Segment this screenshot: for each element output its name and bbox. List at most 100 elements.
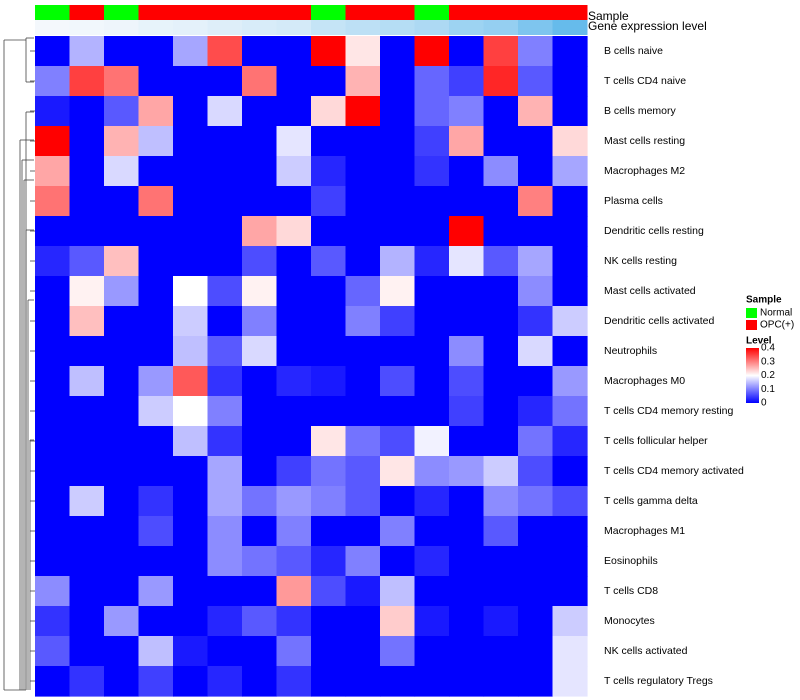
heatmap-cell	[104, 606, 140, 637]
heatmap-cell	[35, 516, 71, 547]
legend-level-tick: 0.4	[761, 343, 775, 354]
heatmap-cell	[380, 636, 416, 667]
sample-annotation-cell	[138, 5, 174, 20]
annotation-label-gene-expression: Gene expression level	[588, 19, 707, 33]
heatmap-cell	[207, 516, 243, 547]
row-label: T cells CD4 naive	[604, 75, 686, 87]
heatmap-cell	[173, 96, 209, 127]
heatmap-cell	[414, 606, 450, 637]
heatmap-cell	[69, 516, 105, 547]
heatmap-cell	[69, 486, 105, 517]
heatmap-cell	[311, 36, 347, 67]
heatmap-cell	[518, 396, 554, 427]
heatmap-cell	[35, 366, 71, 397]
heatmap-cell	[207, 546, 243, 577]
heatmap-cell	[449, 636, 485, 667]
gene-expression-annotation-cell	[276, 20, 312, 35]
heatmap-cell	[207, 636, 243, 667]
heatmap-cell	[69, 426, 105, 457]
sample-annotation-cell	[552, 5, 588, 20]
row-label: NK cells resting	[604, 255, 677, 267]
gene-expression-annotation-cell	[138, 20, 174, 35]
heatmap-cell	[138, 336, 174, 367]
row-labels: B cells naive T cells CD4 naive B cells me…	[604, 45, 744, 687]
heatmap-cell	[311, 396, 347, 427]
heatmap-cell	[207, 666, 243, 697]
heatmap-cell	[104, 276, 140, 307]
sample-annotation-cell	[242, 5, 277, 20]
heatmap-cell	[449, 576, 485, 607]
heatmap-cell	[414, 666, 450, 697]
heatmap-cell	[242, 126, 278, 157]
heatmap-cell	[449, 66, 485, 97]
legend-sample-title: Sample	[746, 295, 782, 306]
heatmap-cell	[138, 396, 174, 427]
heatmap-cell	[449, 186, 485, 217]
heatmap-cell	[380, 426, 416, 457]
heatmap-cells	[35, 36, 588, 697]
heatmap-cell	[138, 366, 174, 397]
heatmap-cell	[345, 96, 381, 127]
heatmap-cell	[35, 486, 71, 517]
row-dendrogram	[3, 37, 35, 691]
heatmap-cell	[345, 576, 381, 607]
gene-expression-annotation-cell	[483, 20, 519, 35]
legend-level-tick: 0.1	[761, 384, 775, 395]
gene-expression-annotation-cell	[380, 20, 415, 35]
heatmap-cell	[483, 36, 519, 67]
heatmap-cell	[276, 486, 312, 517]
heatmap-cell	[207, 606, 243, 637]
row-label: Macrophages M1	[604, 525, 685, 537]
heatmap-cell	[207, 276, 243, 307]
row-label: NK cells activated	[604, 645, 688, 657]
heatmap-cell	[276, 276, 312, 307]
column-annotations	[35, 5, 588, 35]
gene-expression-annotation-cell	[345, 20, 381, 35]
heatmap-cell	[380, 366, 416, 397]
heatmap-cell	[69, 246, 105, 277]
legend-sample-swatch	[746, 320, 757, 330]
heatmap-cell	[483, 216, 519, 247]
heatmap-cell	[552, 426, 588, 457]
row-label: B cells memory	[604, 105, 677, 117]
heatmap-cell	[276, 126, 312, 157]
heatmap-cell	[69, 186, 105, 217]
heatmap-cell	[173, 396, 209, 427]
heatmap-cell	[311, 156, 347, 187]
heatmap-cell	[449, 486, 485, 517]
heatmap-cell	[138, 576, 174, 607]
heatmap-cell	[138, 96, 174, 127]
heatmap-cell	[242, 546, 278, 577]
heatmap-cell	[345, 366, 381, 397]
heatmap-cell	[380, 96, 416, 127]
heatmap-cell	[552, 666, 588, 697]
heatmap-cell	[104, 156, 140, 187]
heatmap-cell	[552, 66, 588, 97]
heatmap-cell	[207, 186, 243, 217]
heatmap-cell	[345, 126, 381, 157]
heatmap-cell	[276, 576, 312, 607]
heatmap-cell	[380, 156, 416, 187]
heatmap-cell	[483, 546, 519, 577]
heatmap-cell	[518, 336, 554, 367]
heatmap-cell	[35, 156, 71, 187]
heatmap-cell	[69, 216, 105, 247]
heatmap-cell	[345, 516, 381, 547]
heatmap-cell	[380, 606, 416, 637]
heatmap-cell	[345, 426, 381, 457]
heatmap-cell	[518, 456, 554, 487]
heatmap-cell	[276, 366, 312, 397]
heatmap-cell	[242, 576, 278, 607]
heatmap-cell	[242, 66, 278, 97]
gene-expression-annotation-cell	[69, 20, 105, 35]
heatmap-cell	[276, 516, 312, 547]
heatmap-cell	[173, 486, 209, 517]
heatmap-cell	[380, 66, 416, 97]
heatmap-cell	[414, 216, 450, 247]
heatmap-cell	[311, 246, 347, 277]
heatmap-cell	[104, 246, 140, 277]
heatmap-cell	[449, 306, 485, 337]
heatmap-cell	[173, 366, 209, 397]
row-label: Mast cells activated	[604, 285, 696, 297]
heatmap-cell	[276, 96, 312, 127]
